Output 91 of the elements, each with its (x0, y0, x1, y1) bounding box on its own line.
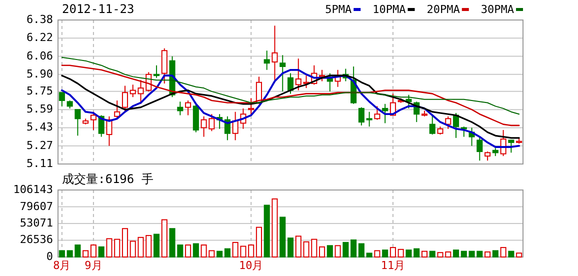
candlestick (58, 92, 65, 107)
candlestick (272, 25, 278, 81)
y-tick-label: 0 (46, 250, 53, 264)
y-tick-label: 5.43 (26, 120, 53, 134)
bar (350, 239, 357, 258)
bar (192, 243, 199, 258)
bar (98, 246, 104, 258)
candlestick (429, 114, 436, 136)
bar (82, 250, 89, 258)
chart-title: 成交量:6196 手 (62, 172, 154, 186)
line-series (61, 64, 520, 126)
bar (58, 250, 65, 258)
bar (272, 198, 278, 258)
x-tick-label: 9月 (84, 259, 102, 272)
bar (398, 248, 404, 258)
candlestick (122, 85, 128, 112)
y-tick-label: 5.90 (26, 67, 53, 80)
bar (264, 204, 270, 258)
y-tick-label: 26536 (20, 233, 53, 246)
candlestick (476, 136, 483, 162)
y-tick-label: 6.38 (26, 13, 53, 26)
bar (122, 228, 128, 258)
bar (382, 250, 388, 258)
y-tick-label: 6.22 (26, 31, 53, 44)
y-tick-label: 5.59 (26, 102, 53, 116)
bar (484, 251, 491, 258)
bar (366, 252, 372, 258)
legend-label: 30PMA (480, 3, 514, 16)
bar (500, 247, 506, 258)
bar (334, 245, 341, 258)
candlestick (374, 106, 380, 120)
candlestick (177, 101, 184, 116)
bar (248, 244, 254, 258)
candlestick (280, 54, 286, 92)
y-tick-label: 6.06 (26, 49, 53, 62)
bar (216, 250, 223, 258)
bar (342, 242, 349, 258)
bar (358, 243, 364, 258)
bar (421, 250, 428, 258)
chart-title: 2012-11-23 (62, 2, 134, 16)
x-tick-label: 11月 (380, 259, 406, 272)
candlestick (287, 72, 294, 94)
bar (256, 226, 262, 258)
bar (153, 234, 160, 258)
candlestick (445, 116, 452, 130)
bar (374, 250, 380, 258)
bar (185, 244, 192, 258)
bar (429, 250, 436, 258)
bar (326, 245, 333, 258)
legend-label: 20PMA (426, 3, 460, 16)
bar (390, 247, 396, 258)
candlestick (319, 69, 326, 82)
bar (280, 216, 286, 258)
candlestick (484, 151, 491, 162)
candlestick (74, 109, 81, 136)
candlestick (153, 64, 160, 78)
line-series (61, 56, 520, 115)
y-tick-label: 53071 (20, 216, 53, 230)
bar (508, 250, 514, 258)
candlestick (161, 48, 168, 84)
candlestick (90, 111, 96, 130)
legend-label: 10PMA (372, 3, 406, 16)
bar (319, 246, 326, 258)
bar (406, 250, 412, 258)
y-tick-label: 5.75 (26, 84, 53, 98)
bar (492, 250, 498, 258)
candlestick (460, 126, 467, 138)
legend-label: 5PMA (325, 3, 352, 16)
candlestick (508, 140, 514, 154)
x-tick-label: 8月 (53, 259, 71, 272)
y-tick-label: 106143 (13, 183, 53, 196)
bar (452, 250, 460, 258)
y-tick-label: 5.11 (26, 157, 53, 170)
bar (287, 238, 294, 258)
y-tick-label: 79607 (20, 200, 53, 213)
candlestick (366, 111, 372, 128)
candlestick (264, 50, 270, 70)
candlestick (106, 116, 112, 146)
bar (224, 248, 230, 258)
candlestick (192, 103, 199, 133)
x-tick-label: 10月 (238, 259, 264, 272)
bar (161, 219, 168, 258)
candlestick (382, 103, 388, 124)
candlestick (358, 106, 364, 126)
bar (516, 252, 522, 258)
bar (414, 248, 420, 258)
candlestick (114, 100, 120, 120)
bar (90, 244, 96, 258)
y-tick-label: 5.27 (26, 138, 53, 152)
candlestick (248, 98, 254, 116)
candlestick (185, 100, 192, 116)
